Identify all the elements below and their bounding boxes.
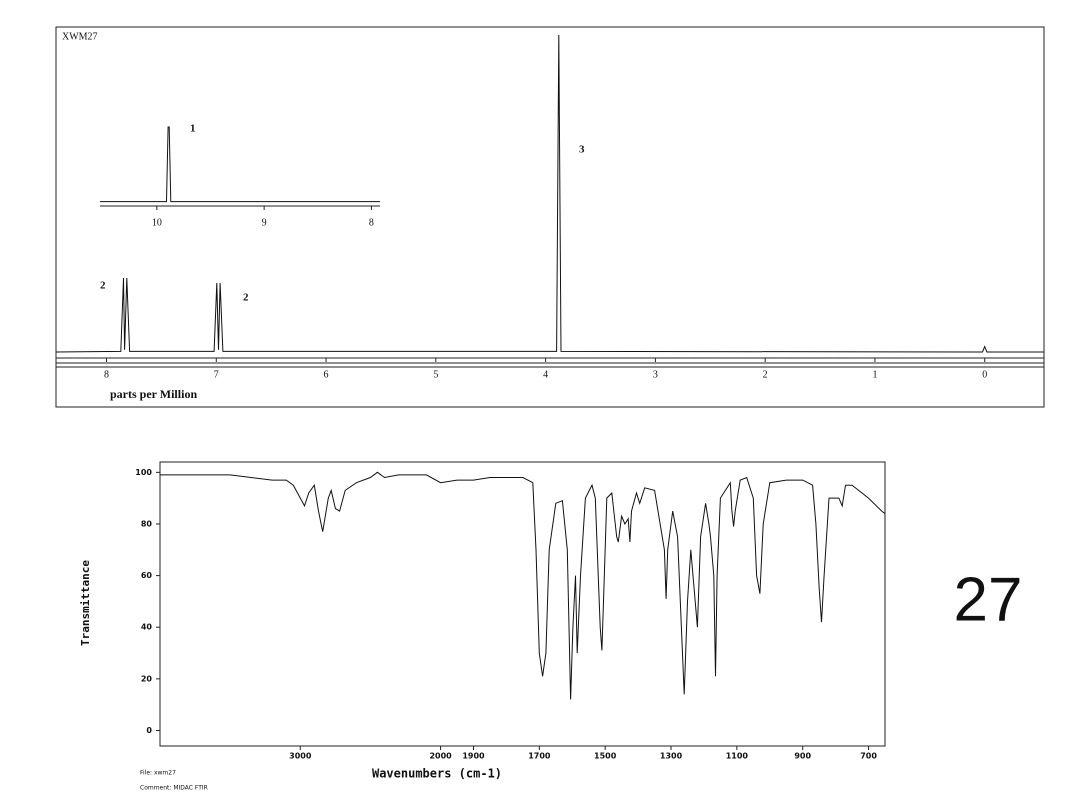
- x-tick-label: 1700: [528, 752, 551, 761]
- x-tick-label: 2: [763, 369, 768, 380]
- y-tick-label: 60: [141, 571, 153, 580]
- comment-note: Comment: MIDAC FTIR: [140, 785, 208, 792]
- peak-label: 3: [579, 144, 585, 156]
- y-tick-label: 100: [135, 468, 152, 477]
- x-tick-label: 1500: [594, 752, 617, 761]
- file-note: File: xwm27: [140, 770, 176, 777]
- x-tick-label: 1100: [726, 752, 749, 761]
- x-tick-label: 4: [543, 369, 548, 380]
- x-tick-label: 10: [152, 217, 162, 228]
- x-tick-label: 8: [104, 369, 109, 380]
- peak-label: 2: [100, 280, 106, 292]
- x-tick-label: 2000: [429, 752, 452, 761]
- spectrum-line: [55, 34, 1044, 353]
- x-tick-label: 3000: [289, 752, 312, 761]
- x-tick-label: 7: [214, 369, 219, 380]
- y-tick-label: 20: [141, 674, 153, 683]
- x-tick-label: 1300: [660, 752, 683, 761]
- nmr-frame: [55, 26, 1045, 408]
- x-label: Wavenumbers (cm-1): [372, 767, 502, 781]
- y-tick-label: 80: [141, 519, 153, 528]
- x-tick-label: 6: [324, 369, 329, 380]
- x-tick-label: 9: [262, 217, 267, 228]
- x-tick-label: 1: [872, 369, 877, 380]
- peak-label: 1: [190, 123, 196, 135]
- y-tick-label: 40: [141, 623, 153, 632]
- x-tick-label: 1900: [462, 752, 485, 761]
- spectrum-line: [160, 471, 886, 700]
- x-label: parts per Million: [110, 387, 197, 401]
- x-tick-label: 8: [369, 217, 374, 228]
- peak-label: 2: [243, 292, 249, 304]
- spectrum-number: 27: [954, 565, 1023, 634]
- y-label: Transmittance: [79, 560, 92, 646]
- x-tick-label: 3: [653, 369, 658, 380]
- y-tick-label: 0: [146, 726, 152, 735]
- ir-frame: [159, 461, 886, 747]
- x-tick-label: 5: [433, 369, 438, 380]
- x-tick-label: 900: [794, 752, 811, 761]
- spectrum-line: [100, 126, 380, 203]
- x-tick-label: 700: [860, 752, 877, 761]
- nmr-title: XWM27: [62, 31, 98, 42]
- x-tick-label: 0: [982, 369, 987, 380]
